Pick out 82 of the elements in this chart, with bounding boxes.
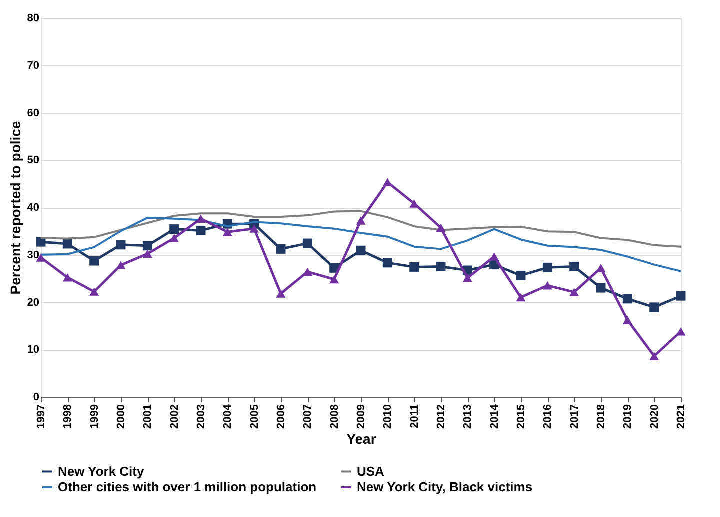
point bbox=[196, 226, 206, 236]
point bbox=[382, 258, 392, 268]
point bbox=[436, 224, 446, 232]
legend-label: USA bbox=[357, 464, 386, 479]
point bbox=[650, 302, 660, 312]
x-tick-label: 2002 bbox=[168, 404, 181, 429]
point bbox=[196, 214, 206, 223]
x-tick-label: 1997 bbox=[36, 404, 48, 429]
x-tick-label: 2021 bbox=[676, 404, 688, 429]
point bbox=[410, 262, 420, 272]
x-tick-label: 2008 bbox=[328, 404, 341, 429]
y-tick-label: 80 bbox=[27, 12, 40, 24]
point bbox=[116, 261, 126, 270]
point bbox=[170, 224, 180, 234]
point bbox=[622, 294, 632, 304]
point bbox=[142, 250, 152, 258]
x-tick-label: 2018 bbox=[596, 404, 608, 429]
point bbox=[302, 238, 312, 248]
y-tick-label: 40 bbox=[27, 202, 40, 214]
x-tick-label: 2006 bbox=[276, 404, 288, 429]
x-tick-label: 2019 bbox=[622, 404, 634, 429]
x-tick-label: 2004 bbox=[222, 404, 234, 429]
y-tick-label: 60 bbox=[27, 107, 40, 120]
point bbox=[356, 246, 366, 256]
x-tick-label: 2005 bbox=[248, 404, 261, 429]
point bbox=[516, 293, 526, 302]
x-tick-label: 2016 bbox=[542, 404, 554, 429]
y-tick-label: 0 bbox=[33, 392, 40, 404]
x-tick-label: 2010 bbox=[382, 404, 394, 429]
point bbox=[90, 256, 100, 266]
point bbox=[330, 275, 340, 284]
x-axis-title: Year bbox=[346, 430, 377, 447]
point bbox=[170, 234, 180, 242]
point bbox=[650, 352, 660, 360]
x-tick-label: 2001 bbox=[142, 404, 154, 429]
y-tick-label: 10 bbox=[27, 344, 40, 356]
y-axis-title: Percent reported to police bbox=[7, 121, 24, 295]
point bbox=[382, 178, 392, 186]
x-tick-label: 1998 bbox=[62, 404, 74, 429]
point bbox=[622, 316, 632, 324]
x-tick-label: 2000 bbox=[116, 404, 128, 429]
point bbox=[436, 262, 446, 272]
point bbox=[90, 288, 100, 296]
point bbox=[676, 291, 686, 301]
point bbox=[222, 228, 232, 236]
point bbox=[570, 262, 580, 272]
x-tick-label: 2009 bbox=[356, 404, 368, 429]
point bbox=[116, 240, 126, 250]
point bbox=[542, 282, 552, 290]
y-tick-label: 70 bbox=[27, 60, 40, 72]
x-tick-label: 2011 bbox=[408, 404, 421, 428]
point bbox=[250, 224, 260, 233]
y-tick-label: 50 bbox=[27, 154, 40, 167]
x-tick-label: 1999 bbox=[88, 404, 101, 429]
legend-label: Other cities with over 1 million population bbox=[58, 480, 317, 494]
point bbox=[276, 244, 286, 254]
point bbox=[276, 290, 286, 298]
legend-label: New York City, Black victims bbox=[357, 480, 533, 494]
x-tick-label: 2007 bbox=[302, 404, 314, 429]
point bbox=[676, 328, 686, 336]
point bbox=[490, 252, 500, 261]
x-tick-label: 2003 bbox=[196, 404, 208, 429]
x-tick-label: 2014 bbox=[488, 404, 501, 429]
x-tick-label: 2020 bbox=[648, 404, 661, 429]
point bbox=[516, 270, 526, 280]
point bbox=[62, 274, 72, 282]
y-tick-label: 30 bbox=[27, 249, 40, 262]
point bbox=[596, 264, 606, 272]
x-tick-label: 2013 bbox=[462, 404, 474, 429]
legend-label: New York City bbox=[58, 464, 145, 479]
point bbox=[596, 283, 606, 293]
x-tick-label: 2015 bbox=[516, 404, 528, 429]
x-tick-label: 2017 bbox=[568, 404, 581, 429]
y-tick-label: 20 bbox=[27, 296, 40, 309]
point bbox=[142, 241, 152, 251]
point bbox=[356, 216, 366, 225]
point bbox=[62, 239, 72, 249]
point bbox=[570, 288, 580, 296]
x-tick-label: 2012 bbox=[436, 404, 448, 429]
point bbox=[410, 200, 420, 208]
point bbox=[462, 274, 472, 282]
point bbox=[542, 262, 552, 272]
